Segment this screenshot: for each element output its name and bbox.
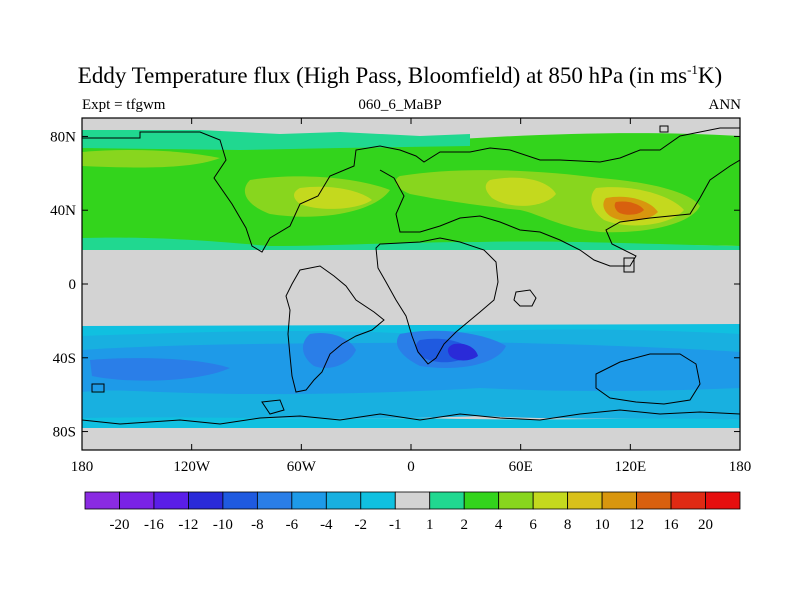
colorbar-swatch [119,491,155,510]
north-america-eurasia-coast [82,127,740,253]
negative-patch-6-8 [302,332,356,369]
colorbar-label: 12 [629,517,644,533]
colorbar-label: -1 [389,517,402,533]
colorbar-label: -10 [213,517,233,533]
colorbar-label: 2 [460,517,468,533]
colorbar-label: -20 [109,517,129,533]
x-tick-label: 0 [407,459,415,475]
coastlines [82,125,740,425]
colorbar-label: 20 [698,517,713,533]
negative-patch-10-12 [447,343,478,361]
colorbar-swatch [601,491,637,510]
negative-patch-6-8 [90,358,230,381]
colorbar-swatch [532,491,569,510]
x-tick-label: 120E [614,459,646,475]
x-tick-label: 60W [287,459,317,475]
colorbar-swatch [291,491,327,510]
colorbar-label: 6 [529,517,537,533]
experiment-label: Expt = tfgwm [82,97,166,113]
colorbar-swatch [222,491,258,510]
axis-ticks [81,118,741,450]
colorbar-swatch [670,491,706,510]
x-tick-label: 180 [71,459,94,475]
colorbar-label: -8 [251,517,264,533]
positive-patch-12-16 [614,201,644,215]
run-id-label: 060_6_MaBP [358,97,442,113]
colorbar-label: -2 [355,517,368,533]
y-tick-label: 0 [69,277,77,293]
colorbar-label: 1 [426,517,434,533]
colorbar [84,491,741,510]
colorbar-label: 10 [595,517,610,533]
island-outline [261,399,285,415]
positive-band-1-2-south-edge [82,237,740,250]
positive-patch-4-6 [82,150,220,168]
title-tail: K) [697,63,723,88]
y-tick-label: 40N [50,203,76,219]
south-america-outline [285,265,385,393]
island-outline [659,125,669,133]
map-title: Eddy Temperature flux (High Pass, Bloomf… [0,62,800,89]
x-tick-label: 60E [509,459,533,475]
africa-outline [375,237,499,365]
colorbar-swatch [360,491,396,510]
colorbar-swatch [325,491,362,510]
y-tick-label: 40S [53,351,76,367]
island-outline [91,383,105,393]
y-tick-label: 80S [53,425,76,441]
positive-patch-6-8 [294,186,372,209]
madagascar-outline [513,289,537,307]
x-tick-label: 180 [729,459,752,475]
y-tick-label: 80N [50,129,76,145]
colorbar-swatch [394,491,431,510]
colorbar-swatch [636,491,672,510]
colorbar-swatch [188,491,224,510]
australia-outline [595,353,701,405]
flux-field [82,118,740,450]
negative-band-4-6 [82,342,740,395]
colorbar-swatch [463,491,500,510]
colorbar-label: -4 [320,517,333,533]
colorbar-label: -16 [144,517,164,533]
colorbar-swatch [567,491,603,510]
colorbar-swatch [84,491,120,510]
x-tick-label: 120W [173,459,211,475]
island-outline [623,257,635,273]
colorbar-label: -6 [286,517,299,533]
eurasia-south-coast [379,159,740,267]
title-superscript: -1 [687,62,698,77]
colorbar-label: 8 [564,517,572,533]
longitude-labels: 180 120W 60W 0 60E 120E 180 [71,459,752,475]
colorbar-labels: -20 -16 -12 -10 -8 -6 -4 -2 -1 1 2 4 6 8 10 12 16 20 [109,517,713,533]
title-text: Eddy Temperature flux (High Pass, Bloomf… [77,63,688,88]
colorbar-swatch [498,491,534,510]
colorbar-swatch [153,491,189,510]
colorbar-swatch [256,491,293,510]
colorbar-swatch [705,491,741,510]
season-label: ANN [708,97,742,113]
positive-band-1-2 [82,130,470,150]
antarctica-coast [82,409,740,425]
colorbar-swatch [429,491,465,510]
colorbar-label: 16 [664,517,680,533]
colorbar-label: 4 [495,517,503,533]
latitude-labels: 80N 40N 0 40S 80S [50,129,76,440]
negative-band-1-2 [82,324,740,336]
positive-patch-6-8 [485,177,556,206]
colorbar-label: -12 [178,517,198,533]
